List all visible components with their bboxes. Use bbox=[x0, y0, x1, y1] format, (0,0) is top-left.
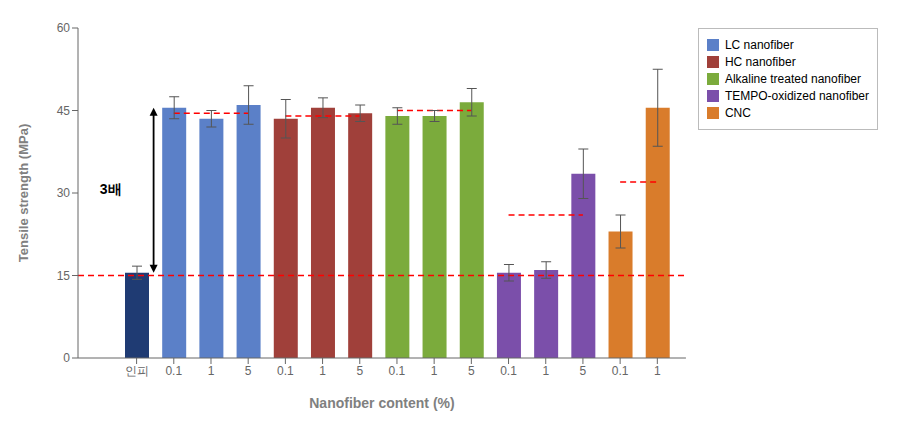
svg-text:1: 1 bbox=[208, 364, 215, 378]
html-text:HC nanofiber: HC nanofiber bbox=[724, 55, 796, 69]
svg-text:인피: 인피 bbox=[125, 364, 149, 378]
svg-text:0: 0 bbox=[63, 351, 70, 365]
svg-text:30: 30 bbox=[57, 186, 71, 200]
html-text:LC nanofiber: LC nanofiber bbox=[724, 38, 794, 52]
svg-text:0.1: 0.1 bbox=[500, 364, 517, 378]
svg-text:45: 45 bbox=[57, 104, 71, 118]
svg-text:1: 1 bbox=[654, 364, 661, 378]
svg-text:Nanofiber content (%): Nanofiber content (%) bbox=[309, 395, 454, 411]
svg-text:5: 5 bbox=[356, 364, 363, 378]
svg-text:3배: 3배 bbox=[100, 181, 122, 197]
svg-text:1: 1 bbox=[542, 364, 549, 378]
svg-text:0.1: 0.1 bbox=[165, 364, 182, 378]
svg-text:1: 1 bbox=[431, 364, 438, 378]
svg-text:Tensile strength (MPa): Tensile strength (MPa) bbox=[16, 124, 31, 262]
svg-text:5: 5 bbox=[245, 364, 252, 378]
svg-text:0.1: 0.1 bbox=[612, 364, 629, 378]
svg-text:1: 1 bbox=[319, 364, 326, 378]
svg-text:5: 5 bbox=[468, 364, 475, 378]
html-text:Alkaline treated nanofiber: Alkaline treated nanofiber bbox=[724, 72, 861, 86]
svg-text:15: 15 bbox=[57, 269, 71, 283]
html-text:CNC: CNC bbox=[724, 106, 751, 120]
svg-text:5: 5 bbox=[580, 364, 587, 378]
svg-text:0.1: 0.1 bbox=[277, 364, 294, 378]
svg-text:0.1: 0.1 bbox=[389, 364, 406, 378]
html-text:TEMPO-oxidized nanofiber: TEMPO-oxidized nanofiber bbox=[724, 89, 869, 103]
svg-text:60: 60 bbox=[57, 21, 71, 35]
